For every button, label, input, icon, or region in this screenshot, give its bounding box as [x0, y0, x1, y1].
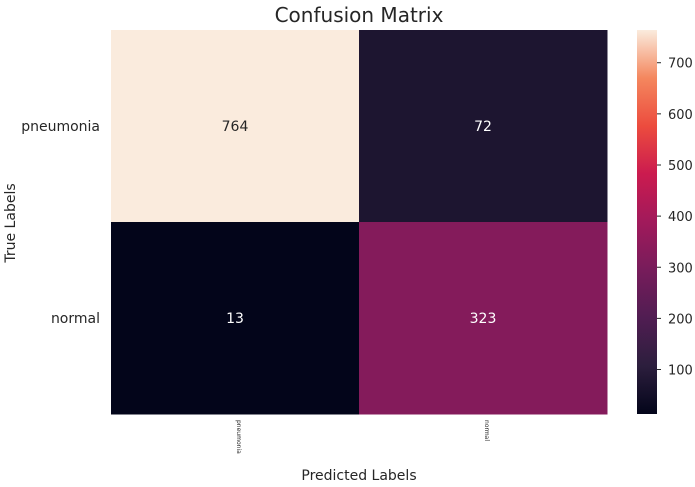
cell-value-label: 323	[470, 311, 497, 327]
y-tick-labels: pneumonia normal	[21, 119, 100, 327]
cell-value-label: 13	[226, 311, 244, 327]
y-tick-label: normal	[51, 311, 100, 327]
chart-title: Confusion Matrix	[275, 3, 444, 27]
heatmap-cell-labels: 764 72 13 323	[222, 119, 497, 327]
x-axis-label: Predicted Labels	[301, 468, 416, 484]
heatmap-cell	[359, 30, 608, 223]
colorbar-tick-label: 200	[668, 312, 693, 327]
x-tick-labels: pneumonia normal	[235, 420, 490, 454]
colorbar-tick-label: 300	[668, 261, 693, 276]
colorbar-tick-label: 400	[668, 210, 693, 225]
heatmap-cell	[359, 222, 608, 415]
x-tick-label: pneumonia	[235, 420, 242, 454]
heatmap-cells	[111, 30, 608, 415]
colorbar-tick-label: 700	[668, 57, 693, 72]
colorbar	[637, 30, 657, 414]
colorbar-tick-label: 500	[668, 159, 693, 174]
cell-value-label: 72	[474, 119, 492, 135]
heatmap-cell	[111, 222, 360, 415]
heatmap-cell	[111, 30, 360, 223]
y-tick-label: pneumonia	[21, 119, 100, 135]
colorbar-tick-label: 600	[668, 108, 693, 123]
x-tick-label: normal	[483, 420, 490, 441]
colorbar-tick-label: 100	[668, 364, 693, 379]
cell-value-label: 764	[222, 119, 249, 135]
colorbar-tick-labels: 100 200 300 400 500 600 700	[657, 57, 693, 379]
y-axis-label: True Labels	[3, 183, 19, 263]
